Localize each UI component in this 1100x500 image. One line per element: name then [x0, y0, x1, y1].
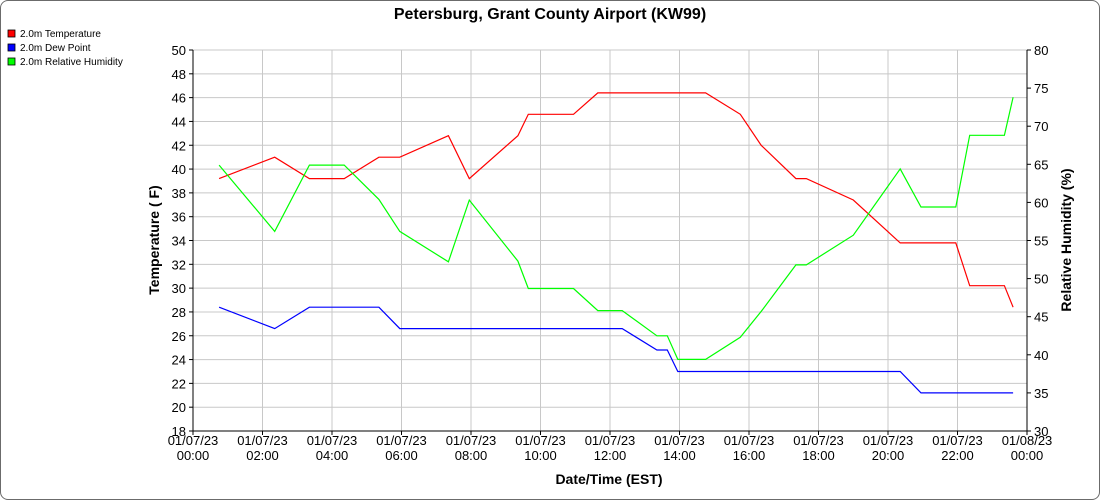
x-axis-title: Date/Time (EST): [555, 471, 662, 487]
y-left-tick-label: 32: [172, 257, 186, 272]
x-tick-label-time: 20:00: [872, 448, 905, 463]
x-tick-label-time: 10:00: [524, 448, 557, 463]
y-right-tick-label: 55: [1034, 234, 1048, 249]
x-tick-label-date: 01/07/23: [932, 433, 983, 448]
y-right-tick-label: 80: [1034, 43, 1048, 58]
x-tick-label-date: 01/07/23: [376, 433, 427, 448]
series-lines: [218, 92, 1014, 394]
x-tick-label-date: 01/07/23: [168, 433, 219, 448]
y-right-tick-label: 35: [1034, 386, 1048, 401]
y-right-tick-label: 65: [1034, 157, 1048, 172]
y-left-tick-label: 22: [172, 376, 186, 391]
x-tick-label-time: 12:00: [594, 448, 627, 463]
legend-label: 2.0m Dew Point: [20, 43, 91, 54]
y-left-tick-label: 48: [172, 67, 186, 82]
x-tick-label-time: 04:00: [316, 448, 349, 463]
legend-swatch: [7, 57, 16, 66]
x-tick-label-date: 01/07/23: [307, 433, 358, 448]
legend-label: 2.0m Relative Humidity: [20, 57, 123, 68]
x-tick-label-date: 01/07/23: [863, 433, 914, 448]
y-left-tick-label: 36: [172, 210, 186, 225]
legend-swatch: [7, 29, 16, 38]
y-right-tick-label: 50: [1034, 272, 1048, 287]
x-tick-label-date: 01/08/23: [1002, 433, 1053, 448]
y-right-tick-label: 75: [1034, 81, 1048, 96]
x-tick-label-time: 16:00: [733, 448, 766, 463]
y-left-tick-label: 20: [172, 400, 186, 415]
y-right-tick-label: 30: [1034, 424, 1048, 439]
x-tick-label-date: 01/07/23: [724, 433, 775, 448]
series-line-1: [218, 306, 1014, 394]
y-right-tick-label: 70: [1034, 119, 1048, 134]
y-right-tick-label: 60: [1034, 195, 1048, 210]
legend-swatch: [7, 43, 16, 52]
y-left-tick-label: 50: [172, 43, 186, 58]
x-tick-label-time: 22:00: [941, 448, 974, 463]
chart-title: Petersburg, Grant County Airport (KW99): [394, 6, 706, 23]
x-tick-label-date: 01/07/23: [654, 433, 705, 448]
y-left-tick-label: 24: [172, 353, 186, 368]
y-right-tick-label: 40: [1034, 348, 1048, 363]
x-tick-label-time: 00:00: [177, 448, 210, 463]
legend-label: 2.0m Temperature: [20, 29, 101, 40]
x-tick-label-time: 02:00: [246, 448, 279, 463]
x-tick-label-time: 00:00: [1011, 448, 1044, 463]
y-left-tick-label: 34: [172, 234, 186, 249]
x-tick-label-date: 01/07/23: [585, 433, 636, 448]
y-left-tick-label: 38: [172, 186, 186, 201]
y-left-tick-label: 42: [172, 138, 186, 153]
series-line-2: [218, 97, 1014, 360]
legend: 2.0m Temperature 2.0m Dew Point 2.0m Relat…: [7, 29, 123, 68]
y-left-tick-label: 30: [172, 281, 186, 296]
y-left-tick-label: 46: [172, 91, 186, 106]
y-left-tick-label: 18: [172, 424, 186, 439]
axes: 01/07/2300:0001/07/2302:0001/07/2304:000…: [168, 43, 1053, 463]
y-axis-right-title: Relative Humidity (%): [1058, 168, 1074, 311]
y-left-tick-label: 28: [172, 305, 186, 320]
x-tick-label-date: 01/07/23: [446, 433, 497, 448]
series-line-0: [218, 92, 1014, 308]
x-tick-label-date: 01/07/23: [515, 433, 566, 448]
x-tick-label-date: 01/07/23: [793, 433, 844, 448]
x-tick-label-time: 08:00: [455, 448, 488, 463]
x-tick-label-time: 06:00: [385, 448, 418, 463]
y-left-tick-label: 40: [172, 162, 186, 177]
x-tick-label-time: 14:00: [663, 448, 696, 463]
y-axis-left-title: Temperature ( F): [146, 185, 162, 294]
y-left-tick-label: 44: [172, 114, 186, 129]
x-tick-label-time: 18:00: [802, 448, 835, 463]
y-left-tick-label: 26: [172, 329, 186, 344]
x-tick-label-date: 01/07/23: [237, 433, 288, 448]
y-right-tick-label: 45: [1034, 310, 1048, 325]
